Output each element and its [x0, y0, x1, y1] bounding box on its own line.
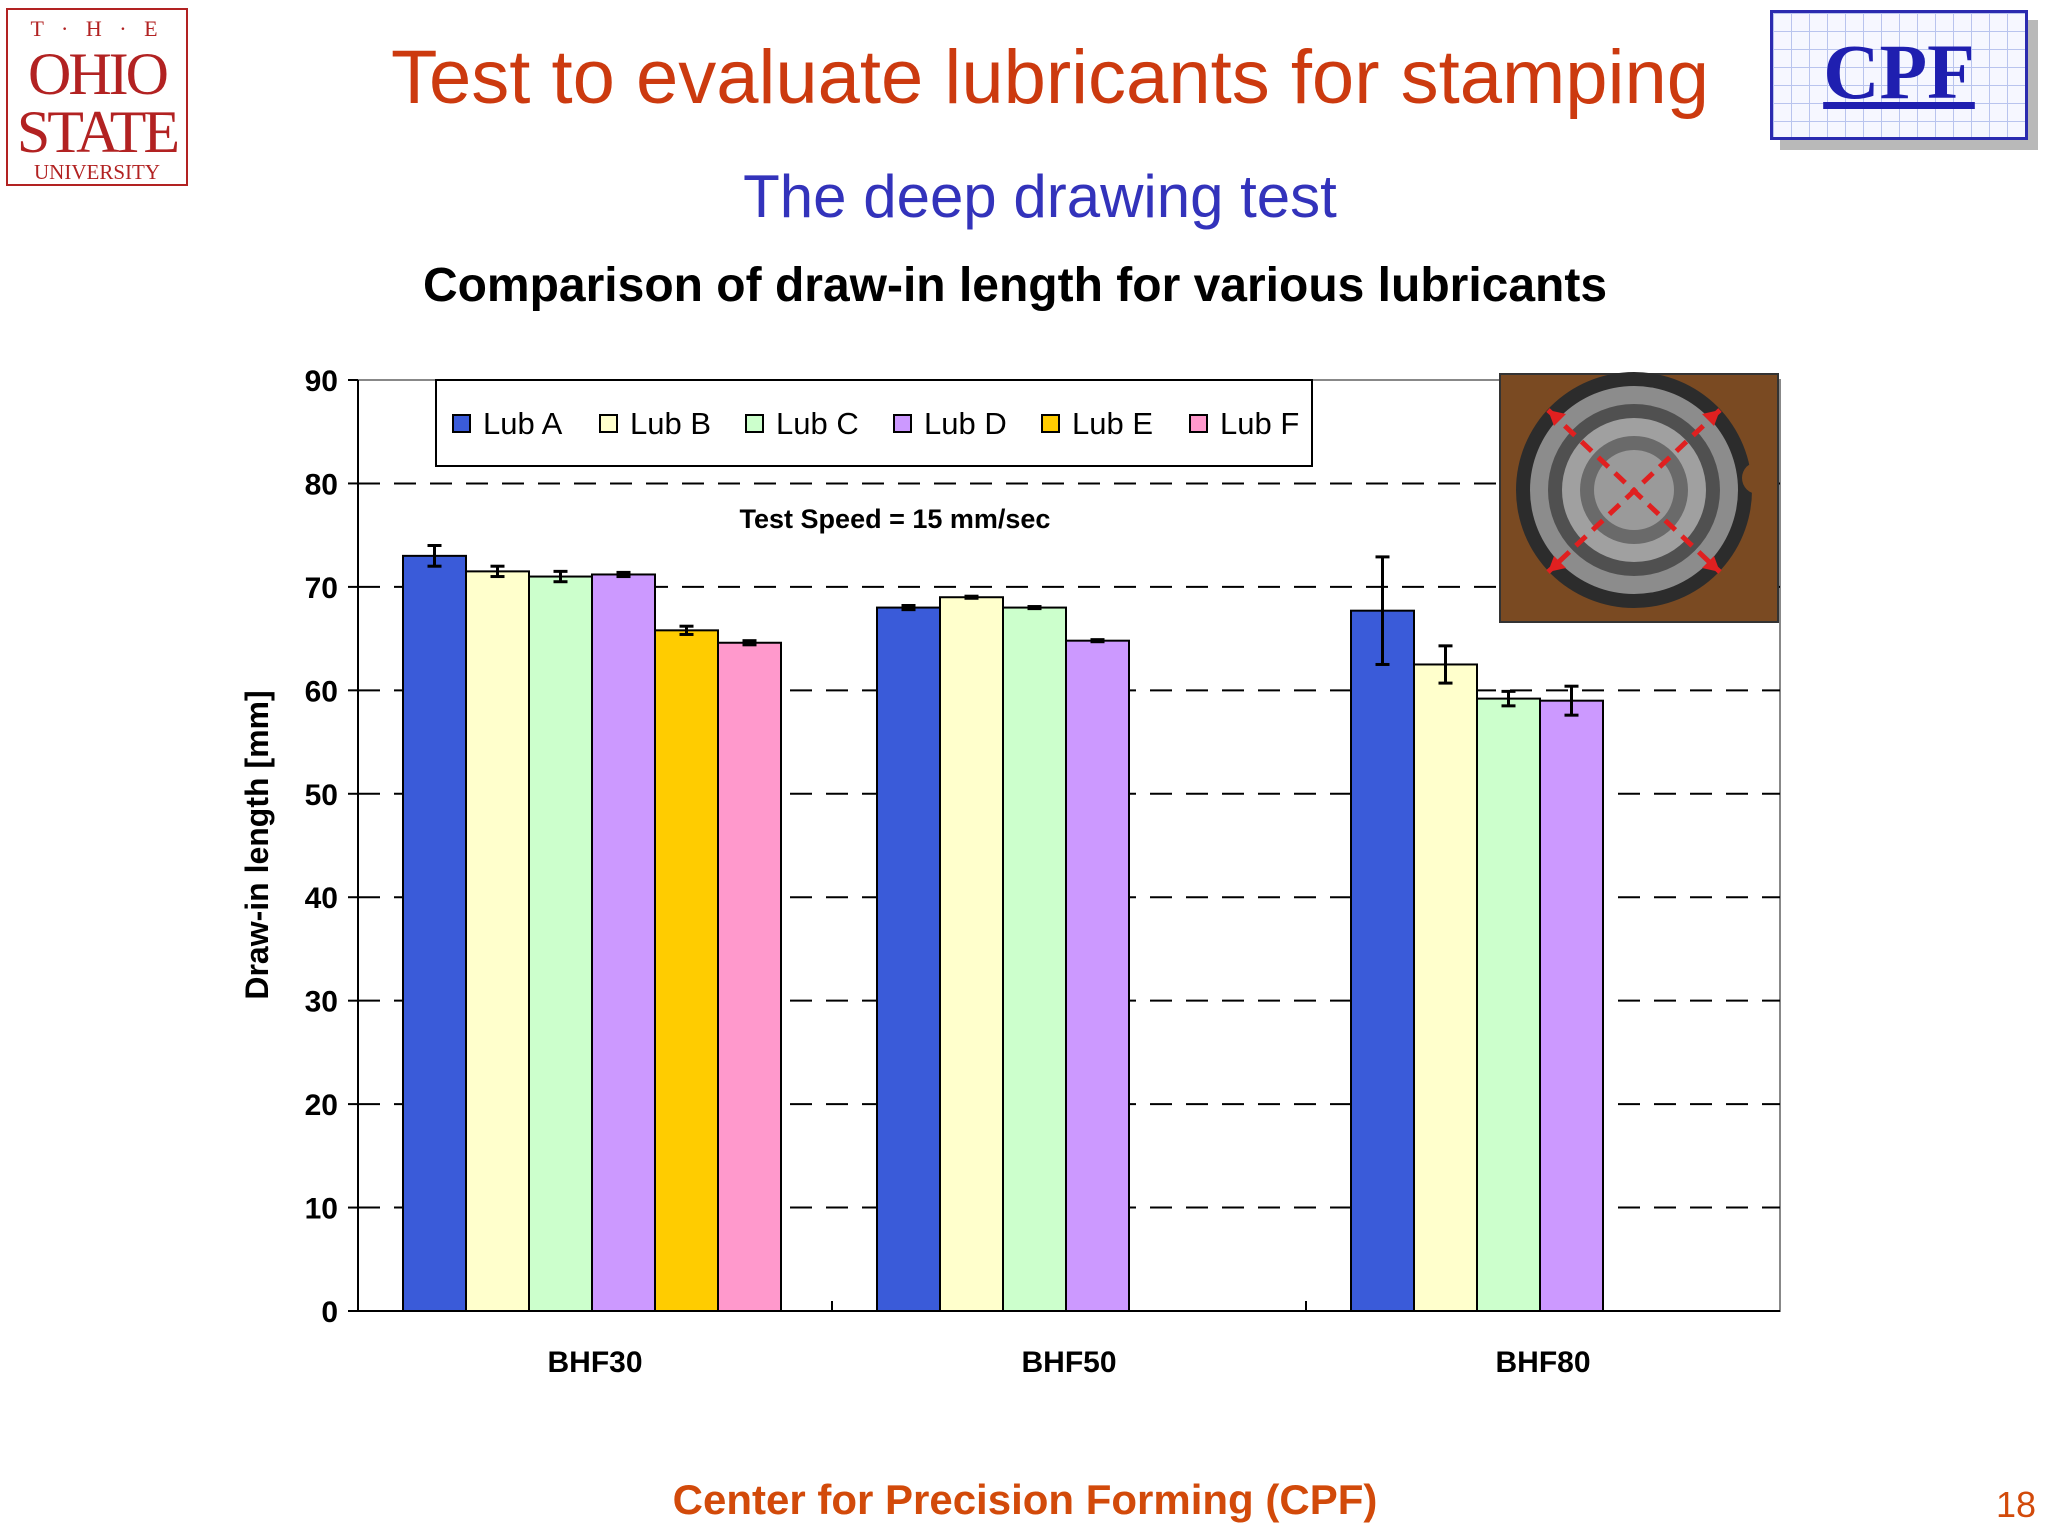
y-tick-label: 0: [321, 1296, 338, 1329]
legend-swatch: [893, 414, 912, 433]
slide-subtitle: The deep drawing test: [743, 163, 1337, 230]
test-speed-annotation: Test Speed = 15 mm/sec: [740, 504, 1051, 534]
cpf-logo-text: CPF: [1823, 28, 1975, 115]
legend-label: Lub B: [630, 406, 711, 441]
y-tick-label: 40: [305, 882, 338, 915]
osu-logo-the: T · H · E: [30, 16, 164, 41]
osu-logo-state: STATE: [16, 99, 180, 165]
bar: [876, 606, 941, 1312]
legend-label: Lub F: [1220, 406, 1299, 441]
legend-label: Lub C: [776, 406, 859, 441]
bar: [1413, 663, 1478, 1312]
y-tick-label: 10: [305, 1193, 338, 1226]
osu-logo-ohio: OHIO: [28, 41, 169, 107]
y-tick-label: 20: [305, 1089, 338, 1122]
x-tick-label: BHF30: [547, 1346, 642, 1379]
bar: [717, 641, 782, 1312]
chart-heading: Comparison of draw-in length for various…: [422, 259, 1608, 312]
y-tick-label: 80: [305, 468, 338, 501]
legend-label: Lub D: [924, 406, 1007, 441]
y-tick-label: 30: [305, 986, 338, 1019]
osu-logo-university: UNIVERSITY: [34, 160, 160, 184]
axes: 0 10 20 30 40 50 60 70 80 90 BHF30 BHF50 BHF80: [305, 365, 1780, 1379]
y-tick-label: 60: [305, 675, 338, 708]
x-tick-label: BHF50: [1021, 1346, 1116, 1379]
legend-swatch: [745, 414, 764, 433]
bar: [1539, 699, 1604, 1312]
bar: [1002, 606, 1067, 1312]
bars: [402, 544, 1604, 1312]
inset-cup-photo: [1499, 372, 1779, 623]
bar: [591, 573, 656, 1312]
legend-swatch: [1041, 414, 1060, 433]
bar: [1476, 697, 1541, 1312]
legend-box: [435, 379, 1313, 467]
y-tick-label: 50: [305, 779, 338, 812]
y-tick-label: 90: [305, 365, 338, 398]
legend: Lub A Lub B Lub C Lub D Lub E Lub F: [435, 379, 1313, 467]
bar: [528, 575, 593, 1312]
legend-label: Lub A: [483, 406, 563, 441]
page-number: 18: [1995, 1484, 2036, 1525]
bar: [465, 570, 530, 1312]
legend-swatch: [599, 414, 618, 433]
x-tick-label: BHF80: [1495, 1346, 1590, 1379]
footer: Center for Precision Forming (CPF): [672, 1476, 1378, 1523]
y-axis-label: Draw-in length [mm]: [239, 690, 275, 999]
bar: [1350, 609, 1415, 1312]
bar: [939, 596, 1004, 1312]
y-tick-label: 70: [305, 572, 338, 605]
osu-logo: T · H · E OHIO STATE UNIVERSITY: [6, 8, 188, 186]
legend-label: Lub E: [1072, 406, 1153, 441]
bar: [1065, 639, 1130, 1312]
bar: [654, 629, 719, 1312]
cpf-logo: CPF: [1770, 10, 2028, 140]
slide-title: Test to evaluate lubricants for stamping: [390, 35, 1709, 120]
legend-swatch: [452, 414, 471, 433]
bar: [402, 554, 467, 1312]
legend-swatch: [1189, 414, 1208, 433]
